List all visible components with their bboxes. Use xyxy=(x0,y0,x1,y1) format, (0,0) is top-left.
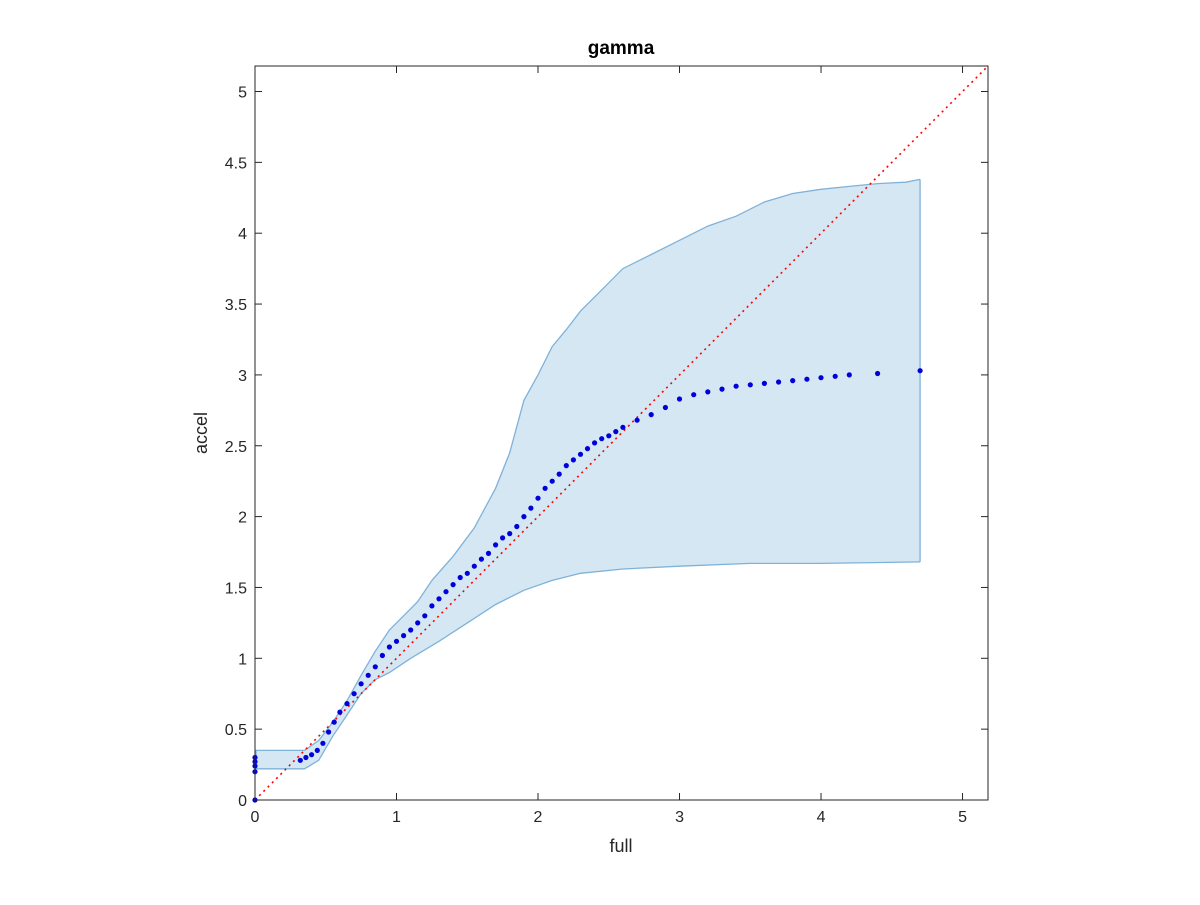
data-point xyxy=(478,556,484,562)
y-tick-label: 5 xyxy=(238,85,247,102)
y-tick-label: 4.5 xyxy=(225,155,247,172)
y-tick-label: 3 xyxy=(238,368,247,385)
data-point xyxy=(415,620,421,626)
data-point xyxy=(457,574,463,581)
data-point xyxy=(528,505,534,511)
data-point xyxy=(386,644,392,650)
data-point xyxy=(542,485,548,491)
data-point xyxy=(429,603,435,609)
data-point xyxy=(401,633,407,639)
data-point xyxy=(408,627,414,633)
data-point xyxy=(804,376,810,382)
data-point xyxy=(507,531,513,537)
data-point xyxy=(776,379,782,385)
x-tick-label: 1 xyxy=(392,809,401,826)
data-point xyxy=(648,412,654,418)
chart-title: gamma xyxy=(588,38,655,59)
x-tick-label: 3 xyxy=(675,809,684,826)
data-point xyxy=(917,368,923,374)
data-point xyxy=(485,550,492,557)
data-point xyxy=(422,613,428,619)
data-point xyxy=(556,471,562,477)
reference-line-layer xyxy=(254,65,989,801)
data-point xyxy=(691,392,697,398)
confidence-band-upper xyxy=(255,178,921,752)
data-point xyxy=(875,370,881,377)
data-point xyxy=(344,701,350,707)
data-point xyxy=(577,451,584,457)
data-point xyxy=(326,729,332,735)
x-tick-label: 4 xyxy=(817,809,826,826)
plot-frame xyxy=(254,65,989,801)
y-axis-ticks: 0 0.5 1 1.5 2 2.5 3 3.5 4 4.5 5 xyxy=(225,85,988,810)
y-tick-label: 2 xyxy=(238,510,247,527)
data-point xyxy=(620,424,626,430)
data-point xyxy=(662,404,669,411)
data-point xyxy=(471,563,477,569)
data-point xyxy=(309,752,315,758)
data-point xyxy=(563,463,569,469)
x-axis-label: full xyxy=(609,836,632,856)
data-point xyxy=(535,495,541,501)
y-tick-label: 1 xyxy=(238,651,247,668)
data-point xyxy=(761,380,768,386)
x-axis-ticks: 0 1 2 3 4 5 xyxy=(251,66,967,826)
data-point xyxy=(790,378,796,384)
data-point xyxy=(351,691,357,697)
data-point xyxy=(303,754,309,761)
data-point xyxy=(450,582,456,588)
data-point xyxy=(592,440,598,446)
data-point xyxy=(337,709,343,715)
confidence-band-layer xyxy=(255,178,921,770)
data-point xyxy=(846,372,852,378)
data-point xyxy=(521,514,527,520)
data-point xyxy=(500,535,506,541)
data-point xyxy=(358,681,364,687)
data-point xyxy=(314,747,320,754)
data-point xyxy=(705,389,711,395)
data-point xyxy=(634,417,640,423)
data-point xyxy=(297,757,303,763)
data-point xyxy=(493,542,499,548)
x-tick-label: 5 xyxy=(958,809,967,826)
y-tick-label: 3.5 xyxy=(225,297,247,314)
data-point xyxy=(676,396,683,402)
data-point xyxy=(599,436,605,442)
data-point xyxy=(393,638,400,644)
data-point xyxy=(514,523,520,530)
data-point xyxy=(464,570,470,576)
data-point xyxy=(747,382,753,388)
x-tick-label: 2 xyxy=(534,809,543,826)
data-point xyxy=(584,446,591,452)
data-point xyxy=(372,664,378,670)
data-point xyxy=(320,740,326,746)
data-point xyxy=(365,672,371,678)
data-point xyxy=(606,433,612,439)
reference-line xyxy=(254,65,989,801)
y-tick-label: 4 xyxy=(238,226,247,243)
data-point xyxy=(733,383,739,389)
data-point xyxy=(379,652,385,659)
y-tick-label: 1.5 xyxy=(225,580,247,597)
data-point xyxy=(436,596,442,602)
y-tick-label: 0 xyxy=(238,793,247,810)
data-point xyxy=(443,589,449,595)
y-tick-label: 2.5 xyxy=(225,439,247,456)
data-point xyxy=(549,478,555,484)
confidence-band-fill xyxy=(255,179,921,769)
data-point xyxy=(818,375,824,381)
data-point xyxy=(331,719,337,725)
data-point xyxy=(613,429,619,435)
confidence-band-lower xyxy=(255,561,921,770)
y-axis-label: accel xyxy=(191,412,211,454)
data-points-layer xyxy=(252,368,923,803)
data-point xyxy=(832,373,838,379)
y-tick-label: 0.5 xyxy=(225,722,247,739)
data-point xyxy=(570,457,577,463)
x-tick-label: 0 xyxy=(251,809,260,826)
data-point xyxy=(719,386,725,392)
